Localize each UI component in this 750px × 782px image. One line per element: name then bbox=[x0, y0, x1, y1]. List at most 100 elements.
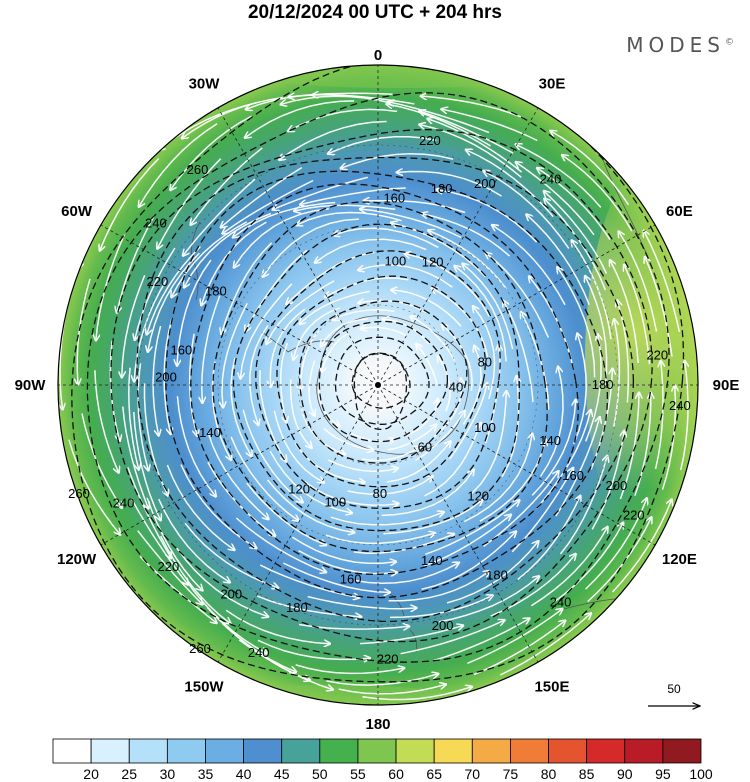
streamline bbox=[539, 367, 564, 477]
streamline bbox=[433, 379, 461, 437]
streamline bbox=[387, 425, 436, 451]
streamline bbox=[325, 533, 435, 545]
meridian-line bbox=[217, 107, 379, 386]
streamline bbox=[544, 191, 608, 274]
contour-line bbox=[255, 250, 501, 509]
contour-label: 160 bbox=[171, 342, 193, 357]
longitude-label: 0 bbox=[374, 47, 382, 64]
streamline bbox=[117, 215, 156, 313]
streamline bbox=[473, 306, 496, 400]
streamline bbox=[201, 221, 267, 305]
streamline bbox=[263, 218, 359, 276]
streamline bbox=[222, 242, 273, 334]
meridian-line bbox=[377, 384, 656, 546]
colorbar-swatch bbox=[471, 738, 511, 764]
longitude-label: 150W bbox=[184, 678, 224, 695]
contour-label: 160 bbox=[340, 572, 362, 587]
streamline bbox=[421, 532, 516, 591]
colorbar-swatch bbox=[624, 738, 664, 764]
contour-label: 160 bbox=[562, 468, 584, 483]
streamline bbox=[463, 434, 532, 523]
streamline bbox=[386, 442, 451, 483]
streamline bbox=[289, 92, 393, 97]
streamline bbox=[573, 334, 587, 445]
streamline bbox=[235, 517, 325, 572]
streamline bbox=[455, 266, 507, 362]
streamline bbox=[137, 363, 148, 470]
colorbar-swatch bbox=[90, 738, 130, 764]
contour-line bbox=[232, 223, 520, 532]
streamline bbox=[612, 500, 672, 593]
streamline bbox=[334, 227, 439, 249]
streamline bbox=[429, 230, 507, 290]
streamline bbox=[537, 168, 611, 241]
contour-label: 180 bbox=[592, 377, 614, 392]
contour-label: 180 bbox=[286, 600, 308, 615]
streamline bbox=[383, 500, 482, 535]
streamline bbox=[300, 330, 320, 391]
contour-line bbox=[351, 352, 411, 409]
contour-line bbox=[298, 300, 468, 464]
contour-label: 240 bbox=[540, 172, 562, 187]
streamline bbox=[467, 609, 562, 664]
contour-label: 200 bbox=[155, 370, 177, 385]
streamline bbox=[242, 409, 302, 502]
streamline bbox=[661, 386, 676, 490]
streamline bbox=[313, 95, 415, 105]
colorbar-swatch bbox=[548, 738, 588, 764]
streamline bbox=[654, 361, 663, 470]
streamline bbox=[479, 440, 546, 522]
contour-label: 100 bbox=[324, 494, 346, 509]
streamline bbox=[388, 571, 490, 602]
meridian-line bbox=[377, 384, 539, 663]
colorbar-label: 40 bbox=[236, 766, 252, 782]
lat-lon-gridlines bbox=[58, 65, 698, 705]
streamline bbox=[516, 144, 602, 208]
streamline bbox=[414, 411, 464, 462]
streamline bbox=[326, 674, 438, 686]
colorbar-label: 85 bbox=[579, 766, 595, 782]
streamline bbox=[364, 201, 466, 214]
streamline bbox=[530, 527, 607, 607]
streamline bbox=[361, 447, 421, 462]
streamline bbox=[96, 234, 126, 340]
streamline bbox=[645, 257, 673, 357]
logo-mark: © bbox=[725, 37, 734, 48]
streamline bbox=[230, 357, 251, 456]
colorbar-label: 75 bbox=[503, 766, 519, 782]
logo-text: MODES bbox=[626, 33, 725, 57]
streamline bbox=[559, 456, 608, 555]
colorbar-swatch bbox=[281, 738, 321, 764]
streamline bbox=[300, 290, 370, 324]
streamline bbox=[297, 211, 402, 226]
meridian-line bbox=[377, 107, 539, 386]
streamline bbox=[361, 327, 407, 337]
streamline bbox=[391, 290, 462, 327]
streamline bbox=[259, 564, 359, 597]
streamline bbox=[531, 400, 575, 496]
contour-label: 220 bbox=[377, 651, 399, 666]
colorbar-label: 60 bbox=[388, 766, 404, 782]
streamline bbox=[77, 278, 91, 384]
streamline bbox=[163, 317, 172, 434]
streamline bbox=[323, 427, 373, 450]
longitude-label: 60W bbox=[61, 203, 93, 220]
longitude-label: 60E bbox=[666, 203, 693, 220]
streamline bbox=[551, 131, 630, 206]
contour-label: 260 bbox=[187, 162, 209, 177]
contour-line bbox=[110, 128, 653, 643]
streamline bbox=[353, 534, 454, 554]
meridian-line bbox=[100, 384, 379, 546]
streamline bbox=[362, 687, 472, 701]
streamline bbox=[572, 241, 612, 340]
streamline bbox=[267, 280, 335, 344]
streamline bbox=[486, 253, 549, 338]
streamline bbox=[347, 476, 433, 495]
streamline bbox=[100, 157, 160, 251]
contour-label: 120 bbox=[288, 482, 310, 497]
streamline bbox=[245, 249, 308, 331]
streamline bbox=[400, 620, 505, 655]
streamline bbox=[321, 318, 368, 346]
streamline bbox=[359, 264, 453, 288]
streamline bbox=[325, 277, 409, 297]
